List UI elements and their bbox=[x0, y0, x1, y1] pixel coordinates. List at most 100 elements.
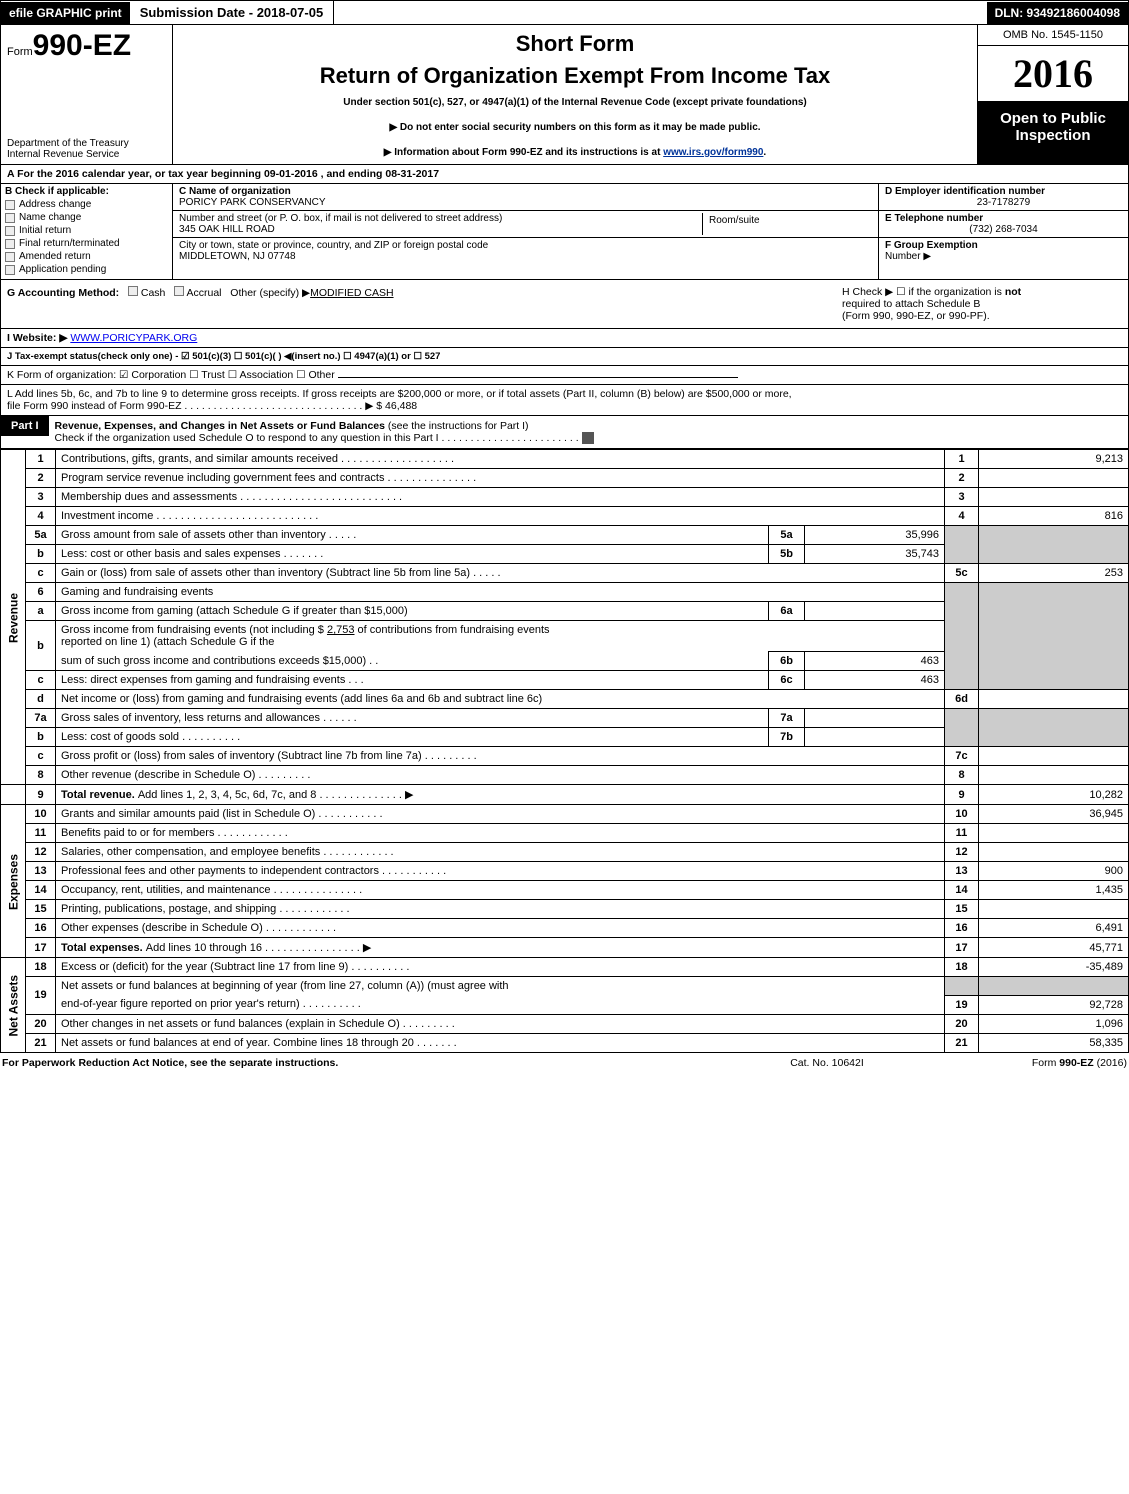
lineno: 1 bbox=[26, 450, 56, 469]
k-other-line bbox=[338, 377, 738, 378]
table-row: c Gain or (loss) from sale of assets oth… bbox=[1, 564, 1129, 583]
val bbox=[979, 824, 1129, 843]
line-desc: Printing, publications, postage, and shi… bbox=[56, 900, 945, 919]
h-text3: (Form 990, 990-EZ, or 990-PF). bbox=[842, 310, 990, 322]
room-label: Room/suite bbox=[709, 215, 866, 226]
chk-label: Amended return bbox=[19, 251, 91, 262]
row-a-mid: , and ending bbox=[321, 168, 386, 180]
checkbox-icon[interactable] bbox=[174, 286, 184, 296]
subno: 6a bbox=[769, 602, 805, 621]
l-text1: L Add lines 5b, 6c, and 7b to line 9 to … bbox=[7, 388, 1122, 400]
j-tax-exempt: J Tax-exempt status(check only one) - ☑ … bbox=[0, 348, 1129, 366]
val: 45,771 bbox=[979, 938, 1129, 958]
val: 253 bbox=[979, 564, 1129, 583]
chk-final-return[interactable]: Final return/terminated bbox=[5, 238, 168, 249]
website-link[interactable]: WWW.PORICYPARK.ORG bbox=[70, 332, 197, 344]
val: 1,096 bbox=[979, 1014, 1129, 1033]
lineno: c bbox=[26, 564, 56, 583]
shade-cell bbox=[979, 977, 1129, 996]
footer-right-bold: 990-EZ bbox=[1059, 1057, 1093, 1069]
footer-right-pre: Form bbox=[1032, 1057, 1059, 1069]
col-b-checkboxes: B Check if applicable: Address change Na… bbox=[1, 184, 173, 279]
num: 18 bbox=[945, 958, 979, 977]
line-desc: Salaries, other compensation, and employ… bbox=[56, 843, 945, 862]
irs-link[interactable]: www.irs.gov/form990 bbox=[663, 147, 763, 158]
shade-cell bbox=[979, 709, 1129, 747]
info-about: ▶ Information about Form 990-EZ and its … bbox=[179, 147, 971, 158]
val bbox=[979, 690, 1129, 709]
num: 16 bbox=[945, 919, 979, 938]
table-row: 12 Salaries, other compensation, and emp… bbox=[1, 843, 1129, 862]
gh-row: G Accounting Method: Cash Accrual Other … bbox=[0, 280, 1129, 329]
lineno: 12 bbox=[26, 843, 56, 862]
right-box: OMB No. 1545-1150 2016 Open to Public In… bbox=[978, 25, 1128, 164]
chk-name-change[interactable]: Name change bbox=[5, 212, 168, 223]
chk-application-pending[interactable]: Application pending bbox=[5, 264, 168, 275]
table-row: 14 Occupancy, rent, utilities, and maint… bbox=[1, 881, 1129, 900]
title-box: Short Form Return of Organization Exempt… bbox=[173, 25, 978, 164]
subno: 5a bbox=[769, 526, 805, 545]
lineno: c bbox=[26, 747, 56, 766]
line-desc: Gross sales of inventory, less returns a… bbox=[56, 709, 769, 728]
chk-initial-return[interactable]: Initial return bbox=[5, 225, 168, 236]
chk-label: Name change bbox=[19, 212, 81, 223]
num: 9 bbox=[945, 785, 979, 805]
num: 2 bbox=[945, 469, 979, 488]
h-text2: required to attach Schedule B bbox=[842, 298, 980, 310]
form-header: Form990-EZ Department of the Treasury In… bbox=[0, 25, 1129, 165]
line-desc: Professional fees and other payments to … bbox=[56, 862, 945, 881]
g-cash: Cash bbox=[141, 287, 166, 299]
l6b-desc3: sum of such gross income and contributio… bbox=[56, 652, 769, 671]
l6b-desc2: reported on line 1) (attach Schedule G i… bbox=[61, 636, 274, 648]
num: 6d bbox=[945, 690, 979, 709]
lineno: b bbox=[26, 621, 56, 671]
num: 13 bbox=[945, 862, 979, 881]
table-row: 3 Membership dues and assessments . . . … bbox=[1, 488, 1129, 507]
table-row: 16 Other expenses (describe in Schedule … bbox=[1, 919, 1129, 938]
table-row: Expenses 10 Grants and similar amounts p… bbox=[1, 805, 1129, 824]
l6b-mid: of contributions from fundraising events bbox=[355, 624, 550, 636]
lineno: 17 bbox=[26, 938, 56, 958]
subval bbox=[805, 728, 945, 747]
sub-title: Under section 501(c), 527, or 4947(a)(1)… bbox=[179, 97, 971, 108]
schedule-o-checkbox-icon[interactable] bbox=[582, 432, 594, 444]
footer-right-post: (2016) bbox=[1094, 1057, 1127, 1069]
line-desc: Program service revenue including govern… bbox=[56, 469, 945, 488]
checkbox-icon[interactable] bbox=[128, 286, 138, 296]
num: 8 bbox=[945, 766, 979, 785]
num: 3 bbox=[945, 488, 979, 507]
line-desc: Gaming and fundraising events bbox=[56, 583, 945, 602]
row-a-tax-year: A For the 2016 calendar year, or tax yea… bbox=[0, 165, 1129, 184]
table-row: Net Assets 18 Excess or (deficit) for th… bbox=[1, 958, 1129, 977]
l17-rest: Add lines 10 through 16 . . . . . . . . … bbox=[146, 942, 372, 954]
c-name-cell: C Name of organization PORICY PARK CONSE… bbox=[173, 184, 878, 211]
val bbox=[979, 843, 1129, 862]
f-label2: Number ▶ bbox=[885, 251, 1122, 262]
f-group: F Group Exemption Number ▶ bbox=[879, 238, 1128, 264]
short-form-label: Short Form bbox=[179, 31, 971, 57]
c-street-cell: Number and street (or P. O. box, if mail… bbox=[173, 211, 878, 238]
form-prefix: Form bbox=[7, 46, 33, 58]
subno: 6b bbox=[769, 652, 805, 671]
info-grid: B Check if applicable: Address change Na… bbox=[0, 184, 1129, 280]
table-row: 5a Gross amount from sale of assets othe… bbox=[1, 526, 1129, 545]
efile-print-button[interactable]: efile GRAPHIC print bbox=[1, 2, 130, 24]
footer-cat: Cat. No. 10642I bbox=[727, 1057, 927, 1069]
lineno: 4 bbox=[26, 507, 56, 526]
footer: For Paperwork Reduction Act Notice, see … bbox=[0, 1053, 1129, 1073]
side-net-assets: Net Assets bbox=[1, 958, 26, 1053]
lineno: 10 bbox=[26, 805, 56, 824]
chk-address-change[interactable]: Address change bbox=[5, 199, 168, 210]
line-desc: Gross profit or (loss) from sales of inv… bbox=[56, 747, 945, 766]
lineno: 9 bbox=[26, 785, 56, 805]
chk-amended-return[interactable]: Amended return bbox=[5, 251, 168, 262]
g-other: Other (specify) ▶ bbox=[230, 287, 310, 299]
l-gross-receipts: L Add lines 5b, 6c, and 7b to line 9 to … bbox=[0, 385, 1129, 416]
lineno: 6 bbox=[26, 583, 56, 602]
l6b-pre: Gross income from fundraising events (no… bbox=[61, 624, 327, 636]
val bbox=[979, 488, 1129, 507]
shade-cell bbox=[945, 526, 979, 564]
lineno: 20 bbox=[26, 1014, 56, 1033]
c-name-label: C Name of organization bbox=[179, 186, 872, 197]
checkbox-icon bbox=[5, 226, 15, 236]
